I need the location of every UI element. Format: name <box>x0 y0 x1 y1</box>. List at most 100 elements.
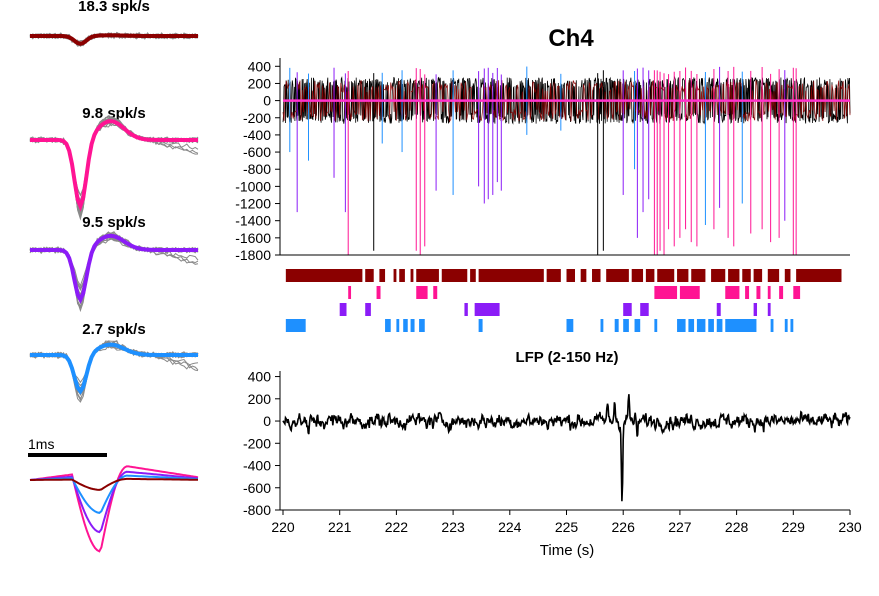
spike-raster-bar <box>657 269 675 282</box>
waveform-trace <box>29 234 199 297</box>
waveform-trace <box>29 234 199 304</box>
spike-raster-bar <box>470 269 476 282</box>
waveform-trace <box>29 122 199 197</box>
waveform-trace <box>29 342 199 396</box>
waveform-trace <box>29 341 199 395</box>
x-tick-label: 220 <box>271 519 295 535</box>
spike-raster-bar <box>645 269 655 282</box>
unit-mean-waveform <box>30 33 198 46</box>
spike-raster-bar <box>696 319 706 332</box>
waveform-trace <box>29 341 199 396</box>
mean-waveform-line <box>29 470 199 534</box>
spike-raster-bar <box>691 269 706 282</box>
waveform-trace <box>29 342 199 394</box>
unit-rate-title: 9.5 spk/s <box>82 214 145 231</box>
waveform-trace <box>29 234 199 296</box>
waveform-trace <box>29 120 199 207</box>
unit-rate-title: 2.7 spk/s <box>82 321 145 338</box>
mean-waveform-line <box>30 477 198 491</box>
spike-raster-bar <box>770 319 774 332</box>
waveform-trace <box>29 234 199 300</box>
x-tick-label: 225 <box>555 519 579 535</box>
waveform-trace <box>29 341 199 396</box>
lfp-title: LFP (2-150 Hz) <box>515 349 618 366</box>
waveform-trace <box>29 234 199 301</box>
spike-raster-bar <box>784 269 791 282</box>
x-tick-label: 228 <box>725 519 749 535</box>
waveform-trace <box>29 342 199 396</box>
spike-raster-bar <box>677 319 686 332</box>
spike-raster-bar <box>379 269 386 282</box>
x-tick-label: 223 <box>441 519 465 535</box>
waveform-trace <box>29 342 199 395</box>
spike-raster-bar <box>677 269 689 282</box>
spike-raster-bar <box>654 286 678 299</box>
spike-raster-bar <box>478 319 483 332</box>
unit-mean-waveform <box>30 233 198 304</box>
spike-raster-bar <box>376 286 381 299</box>
spike-raster-bar <box>708 319 714 332</box>
waveform-trace <box>29 238 199 290</box>
x-tick-label: 226 <box>612 519 636 535</box>
spike-raster-bar <box>566 319 574 332</box>
unit-waveform-panel: 18.3 spk/s <box>29 0 199 48</box>
waveform-trace <box>29 115 199 220</box>
waveform-trace <box>29 235 199 303</box>
spike-raster-bar <box>790 319 794 332</box>
y-tick-label: 200 <box>248 391 272 407</box>
y-tick-label: -800 <box>243 161 271 177</box>
spike-raster-bar <box>441 269 468 282</box>
spike-raster-bar <box>679 286 700 299</box>
spike-raster-bar <box>793 286 801 299</box>
waveform-trace <box>29 121 199 206</box>
raw-trace-title: Ch4 <box>548 25 594 52</box>
y-tick-label: -1200 <box>235 196 271 212</box>
waveform-trace <box>29 236 199 298</box>
waveform-trace <box>29 231 199 313</box>
waveform-trace <box>29 115 199 218</box>
waveform-trace <box>29 233 199 303</box>
spike-raster-bar <box>396 319 400 332</box>
y-tick-label: -1600 <box>235 230 271 246</box>
waveform-trace <box>29 236 199 289</box>
y-tick-label: -400 <box>243 127 271 143</box>
y-tick-label: 400 <box>248 369 272 385</box>
spike-raster-bar <box>716 319 723 332</box>
spike-raster-bar <box>348 286 352 299</box>
waveform-trace <box>29 340 199 400</box>
waveform-trace <box>29 237 199 287</box>
spike-raster-bar <box>623 319 629 332</box>
waveform-trace <box>29 234 199 302</box>
spike-raster-bar <box>393 269 397 282</box>
spike-raster-bar <box>478 269 544 282</box>
spike-raster-bar <box>614 319 619 332</box>
y-tick-label: 200 <box>248 75 272 91</box>
waveform-trace <box>29 120 199 206</box>
y-tick-label: -600 <box>243 480 271 496</box>
waveform-trace <box>29 233 199 305</box>
waveform-trace <box>29 233 199 308</box>
spike-raster-bar <box>592 269 601 282</box>
waveform-trace <box>29 116 199 221</box>
waveform-trace <box>29 236 199 292</box>
spike-raster-bar <box>767 286 771 299</box>
lfp-trace-panel: LFP (2-150 Hz) 400 200 0 -200 -400 -600 -800220… <box>243 349 862 559</box>
unit-mean-waveform <box>30 119 198 212</box>
spike-raster-bar <box>716 303 721 316</box>
waveform-trace <box>29 122 199 203</box>
x-tick-label: 230 <box>838 519 862 535</box>
y-tick-label: 0 <box>263 93 271 109</box>
spike-raster-bar <box>725 319 757 332</box>
spike-raster-bar <box>403 319 408 332</box>
spike-raster-panel <box>285 269 842 332</box>
mean-waveform-overlay: 1ms <box>28 436 199 553</box>
spike-raster-bar <box>711 269 726 282</box>
waveform-trace <box>29 118 199 213</box>
y-tick-label: -1400 <box>235 213 271 229</box>
spike-raster-bar <box>745 286 750 299</box>
y-tick-label: -400 <box>243 458 271 474</box>
spike-raster-bar <box>779 286 784 299</box>
spike-raster-bar <box>767 303 771 316</box>
waveform-trace <box>29 120 199 205</box>
